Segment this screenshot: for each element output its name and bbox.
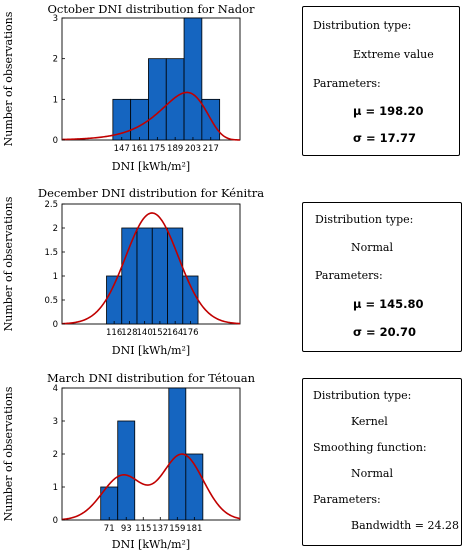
y-axis-label: Number of observations [2,11,15,146]
x-tick-label: 115 [135,524,151,534]
info-value-mu: μ = 198.20 [353,104,423,118]
info-value-sigma: σ = 17.77 [353,131,416,145]
histogram-bar [168,228,183,324]
histogram-bar [137,228,152,324]
x-tick-label: 181 [186,524,202,534]
fit-curve [62,454,240,519]
histogram-bar [131,99,149,140]
y-tick-label: 3 [53,417,58,427]
y-tick-label: 0.5 [44,296,58,306]
x-tick-label: 176 [182,328,198,338]
y-axis-label: Number of observations [2,386,15,521]
x-tick-label: 147 [114,144,130,154]
panel-tetouan: March DNI distribution for Tétouan 0 1 2 3 4 7… [0,364,468,550]
y-tick-label: 3 [53,14,58,24]
info-label-parameters: Parameters: [315,269,383,282]
x-tick-label: 116 [106,328,122,338]
y-tick-label: 1.5 [44,248,58,258]
histogram-bar [152,228,167,324]
x-tick-label: 93 [121,524,132,534]
info-value-mu: μ = 145.80 [353,297,423,311]
chart-title: December DNI distribution for Kénitra [38,186,264,200]
y-tick-label: 0 [53,516,58,526]
x-tick-label: 164 [167,328,183,338]
y-tick-label: 0 [53,320,58,330]
info-label-distribution-type: Distribution type: [313,389,411,402]
info-value-distribution-type: Extreme value [353,48,434,61]
x-tick-label: 140 [137,328,153,338]
info-value-bandwidth: Bandwidth = 24.28 [351,519,459,532]
info-value-smoothing-function: Normal [351,467,393,480]
y-tick-label: 0 [53,136,58,146]
chart-tetouan: March DNI distribution for Tétouan 0 1 2 3 4 7… [0,364,300,550]
info-label-distribution-type: Distribution type: [313,19,411,32]
chart-title: March DNI distribution for Tétouan [47,371,256,385]
y-tick-label: 1 [53,272,58,282]
histogram-bar [184,18,202,140]
x-tick-label: 71 [104,524,115,534]
y-tick-label: 2 [53,55,58,65]
y-tick-label: 2 [53,224,58,234]
panel-nador: October DNI distribution for Nador 0 1 2 3 14… [0,0,468,180]
chart-title: October DNI distribution for Nador [47,2,255,16]
x-tick-label: 159 [169,524,185,534]
x-axis-label: DNI [kWh/m²] [112,344,190,357]
y-tick-label: 1 [53,483,58,493]
x-tick-label: 203 [185,144,201,154]
x-tick-label: 152 [152,328,168,338]
histogram-bar [148,59,166,140]
y-tick-label: 1 [53,95,58,105]
info-label-parameters: Parameters: [313,493,381,506]
x-tick-label: 175 [149,144,165,154]
panel-kenitra: December DNI distribution for Kénitra 0 0.… [0,182,468,362]
info-label-distribution-type: Distribution type: [315,213,413,226]
y-tick-label: 2.5 [44,200,58,210]
info-value-distribution-type: Kernel [351,415,388,428]
y-tick-label: 4 [53,384,58,394]
y-tick-label: 2 [53,450,58,460]
histogram-bar [166,59,184,140]
x-tick-label: 137 [152,524,168,534]
info-label-parameters: Parameters: [313,77,381,90]
plot-frame [62,388,240,520]
x-tick-label: 128 [121,328,137,338]
chart-kenitra: December DNI distribution for Kénitra 0 0.… [0,182,300,362]
x-tick-label: 189 [167,144,183,154]
x-axis-label: DNI [kWh/m²] [112,160,190,173]
info-box-tetouan: Distribution type: Kernel Smoothing func… [302,378,462,546]
info-box-nador: Distribution type: Extreme value Paramet… [302,6,460,156]
x-tick-label: 217 [203,144,219,154]
info-box-kenitra: Distribution type: Normal Parameters: μ … [302,202,462,352]
y-axis-label: Number of observations [2,196,15,331]
histogram-bar [183,276,198,324]
info-value-distribution-type: Normal [351,241,393,254]
info-value-sigma: σ = 20.70 [353,325,416,339]
x-tick-label: 161 [131,144,147,154]
x-axis-label: DNI [kWh/m²] [112,538,190,550]
chart-nador: October DNI distribution for Nador 0 1 2 3 14… [0,0,300,180]
info-label-smoothing-function: Smoothing function: [313,441,427,454]
histogram-bar [118,421,135,520]
histogram-bar [122,228,137,324]
